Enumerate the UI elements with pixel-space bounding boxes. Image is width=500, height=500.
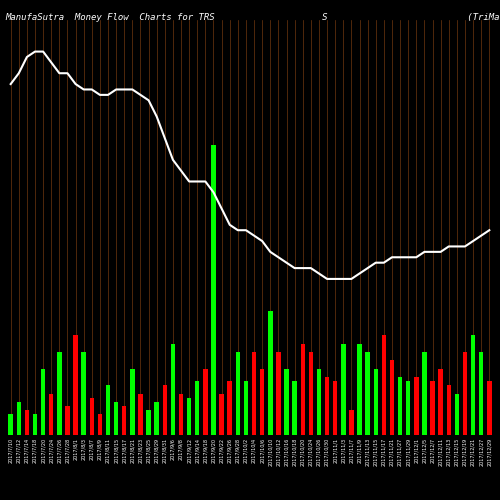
Bar [16, 402, 21, 435]
Bar [487, 381, 492, 435]
Bar [203, 368, 207, 435]
Bar [154, 402, 159, 435]
Bar [438, 368, 443, 435]
Text: ManufaSutra  Money Flow  Charts for TRS                    S                    : ManufaSutra Money Flow Charts for TRS S [5, 12, 500, 22]
Bar [406, 381, 410, 435]
Bar [244, 381, 248, 435]
Bar [398, 377, 402, 435]
Bar [146, 410, 151, 435]
Bar [358, 344, 362, 435]
Bar [284, 368, 288, 435]
Bar [82, 352, 86, 435]
Bar [260, 368, 264, 435]
Bar [390, 360, 394, 435]
Bar [74, 336, 78, 435]
Bar [454, 394, 459, 435]
Bar [57, 352, 62, 435]
Bar [382, 336, 386, 435]
Bar [300, 344, 305, 435]
Bar [308, 352, 313, 435]
Bar [49, 394, 54, 435]
Bar [374, 368, 378, 435]
Bar [41, 368, 46, 435]
Bar [316, 368, 321, 435]
Bar [414, 377, 418, 435]
Bar [33, 414, 37, 435]
Bar [341, 344, 345, 435]
Bar [292, 381, 297, 435]
Bar [138, 394, 142, 435]
Bar [471, 336, 476, 435]
Bar [24, 410, 29, 435]
Bar [90, 398, 94, 435]
Bar [195, 381, 200, 435]
Bar [422, 352, 426, 435]
Bar [276, 352, 280, 435]
Bar [366, 352, 370, 435]
Bar [430, 381, 435, 435]
Bar [252, 352, 256, 435]
Bar [228, 381, 232, 435]
Bar [162, 385, 167, 435]
Bar [98, 414, 102, 435]
Bar [236, 352, 240, 435]
Bar [220, 394, 224, 435]
Bar [446, 385, 451, 435]
Bar [479, 352, 484, 435]
Bar [268, 310, 272, 435]
Bar [325, 377, 330, 435]
Bar [349, 410, 354, 435]
Bar [212, 144, 216, 435]
Bar [65, 406, 70, 435]
Bar [130, 368, 134, 435]
Bar [8, 414, 13, 435]
Bar [106, 385, 110, 435]
Bar [187, 398, 192, 435]
Bar [463, 352, 467, 435]
Bar [170, 344, 175, 435]
Bar [179, 394, 184, 435]
Bar [114, 402, 118, 435]
Bar [122, 406, 126, 435]
Bar [333, 381, 338, 435]
